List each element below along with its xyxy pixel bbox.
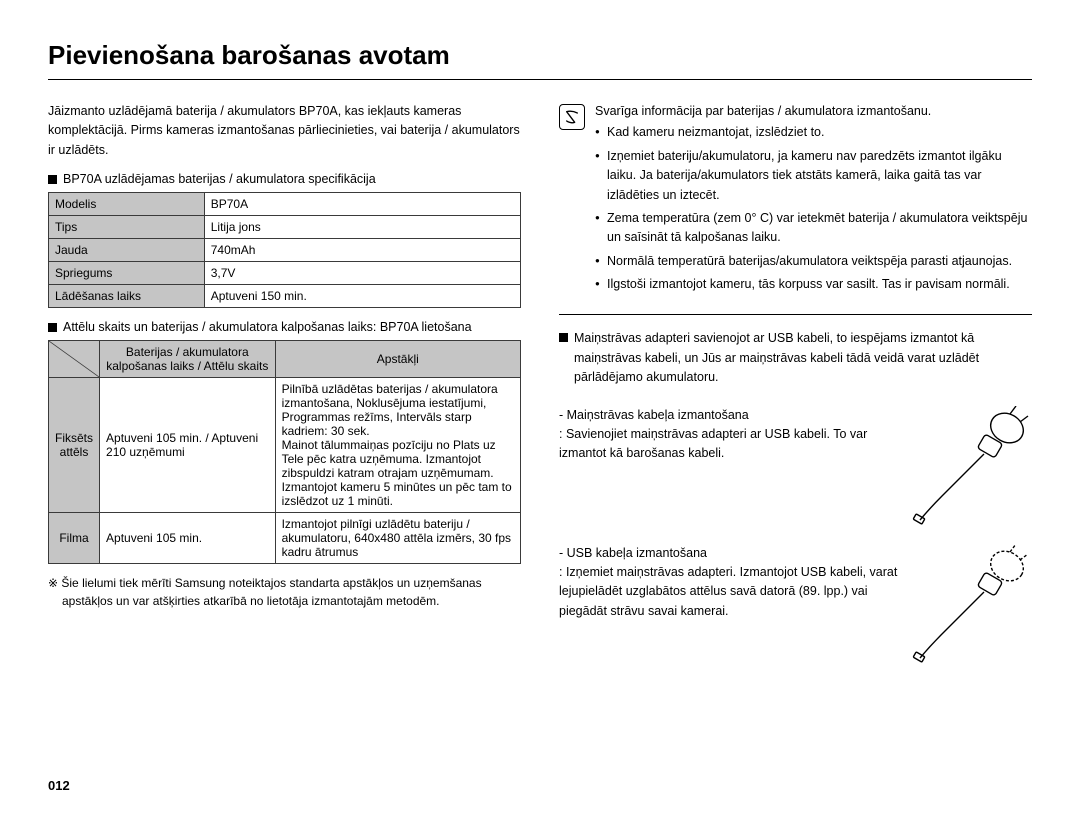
- note-list-item: Kad kameru neizmantojat, izslēdziet to.: [595, 123, 1032, 142]
- ac-cable-plug-icon: [912, 406, 1032, 526]
- usage-col1-header: Baterijas / akumulatora kalpošanas laiks…: [100, 341, 276, 378]
- table-cell: Filma: [49, 513, 100, 564]
- table-cell: Fiksēts attēls: [49, 378, 100, 513]
- table-cell: Aptuveni 105 min. / Aptuveni 210 uzņēmum…: [100, 378, 276, 513]
- table-cell: 3,7V: [204, 262, 520, 285]
- cable2-body: : Izņemiet maiņstrāvas adapteri. Izmanto…: [559, 565, 897, 618]
- intro-paragraph: Jāizmanto uzlādējamā baterija / akumulat…: [48, 102, 521, 160]
- spec-heading: BP70A uzlādējamas baterijas / akumulator…: [48, 172, 521, 186]
- left-column: Jāizmanto uzlādējamā baterija / akumulat…: [48, 102, 521, 664]
- usage-table: Baterijas / akumulatora kalpošanas laiks…: [48, 340, 521, 564]
- usage-heading-text: Attēlu skaits un baterijas / akumulatora…: [63, 320, 472, 334]
- spec-table: ModelisBP70ATipsLitija jonsJauda740mAhSp…: [48, 192, 521, 308]
- note-list-item: Ilgstoši izmantojot kameru, tās korpuss …: [595, 275, 1032, 294]
- cable1-body: : Savienojiet maiņstrāvas adapteri ar US…: [559, 427, 867, 460]
- note-list-item: Zema temperatūra (zem 0° C) var ietekmēt…: [595, 209, 1032, 248]
- note-lead: Svarīga informācija par baterijas / akum…: [595, 102, 1032, 121]
- usb-cable-plug-icon: [912, 544, 1032, 664]
- diagonal-header-cell: [49, 341, 100, 378]
- page-number: 012: [48, 778, 70, 793]
- square-bullet-icon: [559, 333, 568, 342]
- cable1-lead: - Maiņstrāvas kabeļa izmantošana: [559, 406, 900, 425]
- two-column-layout: Jāizmanto uzlādējamā baterija / akumulat…: [48, 102, 1032, 664]
- note-list-item: Izņemiet bateriju/akumulatoru, ja kameru…: [595, 147, 1032, 205]
- adapter-para-text: Maiņstrāvas adapteri savienojot ar USB k…: [574, 329, 1032, 387]
- note-list-item: Normālā temperatūrā baterijas/akumulator…: [595, 252, 1032, 271]
- note-icon: [559, 104, 585, 130]
- table-cell: Izmantojot pilnīgi uzlādētu bateriju / a…: [275, 513, 520, 564]
- ac-cable-block: - Maiņstrāvas kabeļa izmantošana : Savie…: [559, 406, 1032, 526]
- divider: [559, 314, 1032, 315]
- cable2-lead: - USB kabeļa izmantošana: [559, 544, 900, 563]
- square-bullet-icon: [48, 175, 57, 184]
- square-bullet-icon: [48, 323, 57, 332]
- footnote: ※ Šie lielumi tiek mērīti Samsung noteik…: [48, 574, 521, 610]
- table-cell: Lādēšanas laiks: [49, 285, 205, 308]
- table-cell: Jauda: [49, 239, 205, 262]
- table-cell: BP70A: [204, 193, 520, 216]
- page-title: Pievienošana barošanas avotam: [48, 40, 1032, 80]
- table-cell: Pilnībā uzlādētas baterijas / akumulator…: [275, 378, 520, 513]
- table-cell: Litija jons: [204, 216, 520, 239]
- table-cell: Aptuveni 150 min.: [204, 285, 520, 308]
- table-cell: Aptuveni 105 min.: [100, 513, 276, 564]
- usage-col2-header: Apstākļi: [275, 341, 520, 378]
- spec-heading-text: BP70A uzlādējamas baterijas / akumulator…: [63, 172, 376, 186]
- note-list: Kad kameru neizmantojat, izslēdziet to. I…: [595, 123, 1032, 294]
- usb-cable-block: - USB kabeļa izmantošana : Izņemiet maiņ…: [559, 544, 1032, 664]
- info-note: Svarīga informācija par baterijas / akum…: [559, 102, 1032, 298]
- table-cell: Spriegums: [49, 262, 205, 285]
- table-cell: Modelis: [49, 193, 205, 216]
- table-cell: 740mAh: [204, 239, 520, 262]
- usage-heading: Attēlu skaits un baterijas / akumulatora…: [48, 320, 521, 334]
- adapter-paragraph: Maiņstrāvas adapteri savienojot ar USB k…: [559, 329, 1032, 387]
- right-column: Svarīga informācija par baterijas / akum…: [559, 102, 1032, 664]
- table-cell: Tips: [49, 216, 205, 239]
